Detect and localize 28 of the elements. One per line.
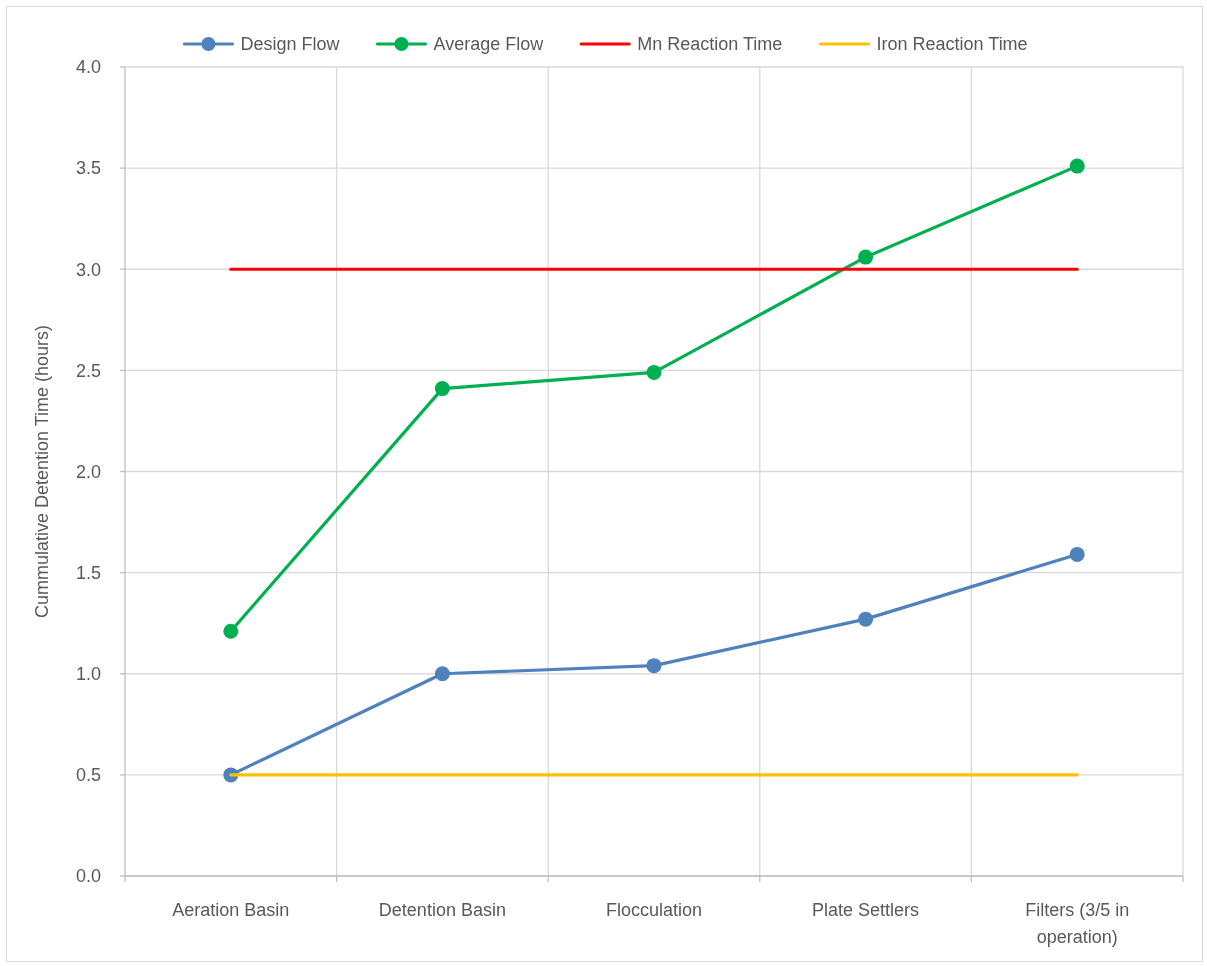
y-tick-label: 0.5 — [75, 765, 101, 786]
y-tick-label: 1.0 — [75, 664, 101, 685]
point — [434, 381, 450, 397]
x-tick-label: Aeration Basin — [172, 900, 290, 920]
legend-label: Design Flow — [240, 34, 341, 55]
point — [646, 364, 662, 380]
point — [1069, 158, 1085, 174]
y-tick-label: 3.0 — [75, 259, 101, 280]
point — [858, 249, 874, 265]
x-tick-label: Filters (3/5 in operation) — [1025, 900, 1130, 947]
point — [858, 611, 874, 627]
y-tick-label: 4.0 — [75, 57, 101, 78]
x-tick-label: Plate Settlers — [812, 900, 920, 920]
legend-label: Average Flow — [433, 34, 545, 55]
y-tick-label: 3.5 — [75, 158, 101, 179]
y-tick-label: 1.5 — [75, 562, 101, 583]
point — [646, 658, 662, 674]
y-tick-label: 2.0 — [75, 461, 101, 482]
point — [1069, 546, 1085, 562]
y-tick-label: 0.0 — [75, 866, 101, 887]
legend-label: Mn Reaction Time — [637, 34, 783, 55]
point — [223, 623, 239, 639]
y-axis-title: Cummulative Detention Time (hours) — [32, 324, 52, 619]
point — [434, 666, 450, 682]
x-tick-label: Detention Basin — [378, 900, 506, 920]
x-tick-label: Flocculation — [605, 900, 703, 920]
legend-label: Iron Reaction Time — [876, 34, 1028, 55]
y-tick-label: 2.5 — [75, 360, 101, 381]
